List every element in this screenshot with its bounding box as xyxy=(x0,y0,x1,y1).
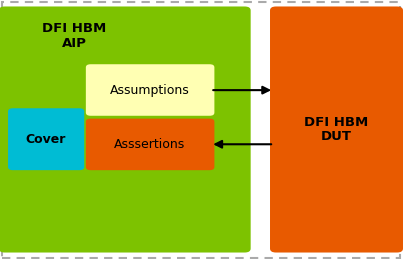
Text: Assumptions: Assumptions xyxy=(110,84,190,97)
Text: DFI HBM
AIP: DFI HBM AIP xyxy=(42,22,107,50)
Text: Cover: Cover xyxy=(26,133,66,146)
FancyBboxPatch shape xyxy=(86,119,214,170)
FancyBboxPatch shape xyxy=(86,64,214,116)
FancyBboxPatch shape xyxy=(0,6,251,253)
FancyBboxPatch shape xyxy=(270,6,403,253)
FancyBboxPatch shape xyxy=(8,108,84,170)
Text: Asssertions: Asssertions xyxy=(114,138,185,151)
Text: DFI HBM
DUT: DFI HBM DUT xyxy=(304,116,369,143)
